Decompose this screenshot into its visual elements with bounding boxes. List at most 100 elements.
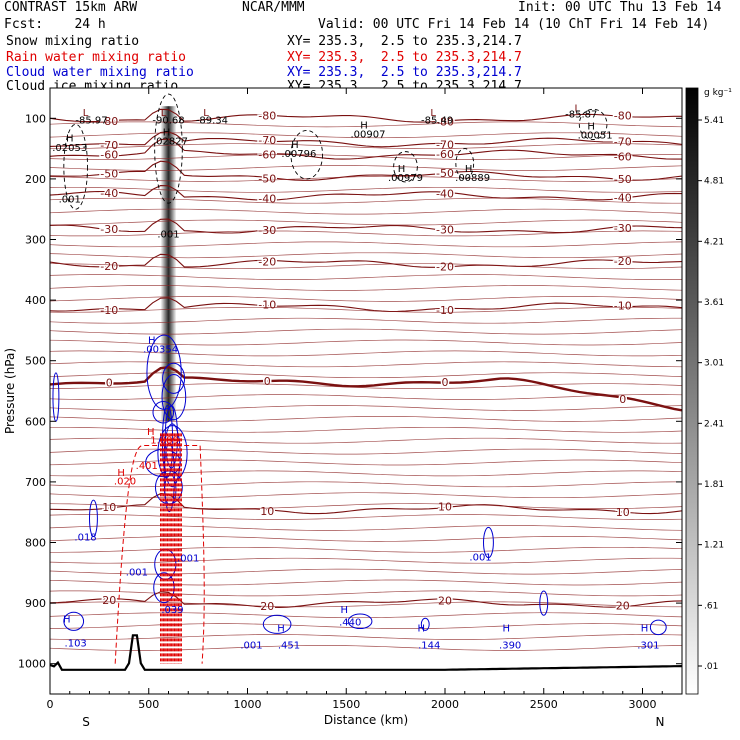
isotherm-label: -60 xyxy=(100,149,118,162)
value-label: .00354 xyxy=(143,345,178,356)
isotherm-label: -30 xyxy=(436,224,454,237)
high-marker: H xyxy=(117,468,125,479)
isotherm-fine xyxy=(50,525,682,531)
value-label: -85.49 xyxy=(421,116,453,127)
snow-contour xyxy=(455,148,475,180)
value-label: -90.68 xyxy=(152,116,184,127)
isotherm-fine xyxy=(50,383,682,389)
isotherm-label: -20 xyxy=(436,260,454,273)
isotherm--60 xyxy=(50,138,682,160)
y-tick-label: 600 xyxy=(25,415,46,428)
cloud-water-contour xyxy=(161,373,187,421)
value-label: .401 xyxy=(136,461,158,472)
value-label: .144 xyxy=(418,640,440,651)
isotherm-label: -80 xyxy=(258,110,276,123)
high-marker: H xyxy=(398,164,406,175)
rain-contour xyxy=(114,445,205,664)
legend-rain-xy: XY= 235.3, 2.5 to 235.3,214.7 xyxy=(287,50,522,65)
valid-time: Valid: 00 UTC Fri 14 Feb 14 (10 ChT Fri … xyxy=(318,17,710,32)
high-marker: H xyxy=(465,164,473,175)
high-marker: H xyxy=(148,335,156,346)
high-marker: H xyxy=(163,128,171,139)
low-marker: L xyxy=(161,108,167,119)
isotherm-fine xyxy=(50,634,682,640)
x-axis-title: Distance (km) xyxy=(324,713,408,727)
high-marker: H xyxy=(63,614,71,625)
isotherm-fine xyxy=(50,568,682,575)
value-label: .020 xyxy=(114,477,136,488)
isotherm-label: 10 xyxy=(260,505,274,518)
y-tick-label: 100 xyxy=(25,112,46,125)
isotherm-label: -30 xyxy=(614,222,632,235)
cloud-water-contour xyxy=(347,613,373,630)
value-label: .001 xyxy=(126,568,148,579)
isotherm-fine xyxy=(50,252,682,259)
colorbar-tick-label: 2.41 xyxy=(704,419,724,429)
value-label: .001 xyxy=(240,640,262,651)
isotherm-label: 20 xyxy=(102,594,116,607)
init-time: Init: 00 UTC Thu 13 Feb 14 xyxy=(518,0,722,15)
isotherm-label: -40 xyxy=(100,187,118,200)
y-axis-title: Pressure (hPa) xyxy=(3,348,17,434)
isotherm-label: -10 xyxy=(100,304,118,317)
isotherm-fine xyxy=(50,492,682,499)
isotherm-label: -80 xyxy=(614,109,632,122)
isotherm-label: -20 xyxy=(100,260,118,273)
value-label: .02827 xyxy=(153,137,188,148)
isotherm-10 xyxy=(50,493,682,515)
value-label: .00796 xyxy=(281,149,316,160)
isotherm-fine xyxy=(50,306,682,313)
x-tick-label: 0 xyxy=(47,698,54,711)
isotherm-label: -10 xyxy=(436,304,454,317)
high-marker: H xyxy=(147,427,155,438)
isotherm-fine xyxy=(50,317,682,324)
isotherm-fine xyxy=(50,339,682,346)
x-tick-label: 2000 xyxy=(431,698,459,711)
value-label: .02053 xyxy=(52,143,87,154)
value-label: -89.34 xyxy=(196,116,228,127)
high-marker: H xyxy=(277,623,285,634)
value-label: .001 xyxy=(177,554,199,565)
x-tick-label: 1500 xyxy=(332,698,360,711)
isotherm-fine xyxy=(50,612,682,619)
value-label: .00907 xyxy=(350,129,385,140)
colorbar-tick-label: .01 xyxy=(704,662,718,672)
isotherm-label: -60 xyxy=(436,148,454,161)
cloud-water-contour xyxy=(539,590,549,616)
isotherm-fine xyxy=(50,405,682,411)
isotherm-fine xyxy=(50,176,682,182)
legend-snow-xy: XY= 235.3, 2.5 to 235.3,214.7 xyxy=(287,34,522,49)
y-tick-label: 500 xyxy=(25,355,46,368)
cloud-water-contour xyxy=(162,362,186,394)
high-marker: H xyxy=(587,122,595,133)
value-label: .103 xyxy=(65,638,87,649)
isotherm-fine xyxy=(50,350,682,357)
cloud-water-contour xyxy=(163,442,175,513)
colorbar-tick-label: 4.21 xyxy=(704,237,724,247)
isotherm-fine xyxy=(50,536,682,542)
value-label: .001 xyxy=(469,552,491,563)
isotherm-label: -30 xyxy=(100,223,118,236)
isotherm-fine xyxy=(50,208,682,215)
high-marker: H xyxy=(291,140,299,151)
value-label: .001 xyxy=(59,194,81,205)
cloud-water-contour xyxy=(153,572,175,604)
value-label: .039 xyxy=(161,605,183,616)
value-label: .301 xyxy=(637,640,659,651)
high-marker: H xyxy=(502,623,510,634)
isotherm--10 xyxy=(50,297,682,313)
high-marker: H xyxy=(418,623,426,634)
isotherm-fine xyxy=(50,394,682,400)
cloud-water-contour xyxy=(146,334,182,410)
x-tick-label: 500 xyxy=(138,698,159,711)
colorbar-unit: g kg⁻¹ xyxy=(704,88,732,98)
isotherm-fine xyxy=(50,546,682,553)
isotherm-label: -10 xyxy=(614,299,632,312)
value-label: .00979 xyxy=(388,173,423,184)
isotherm-label: -20 xyxy=(614,255,632,268)
north-label: N xyxy=(656,715,665,729)
isotherm-fine xyxy=(50,361,682,368)
legend-rain-label: Rain water mixing ratio xyxy=(6,50,187,65)
isotherm-fine xyxy=(50,143,682,150)
isotherm-fine xyxy=(50,132,682,139)
